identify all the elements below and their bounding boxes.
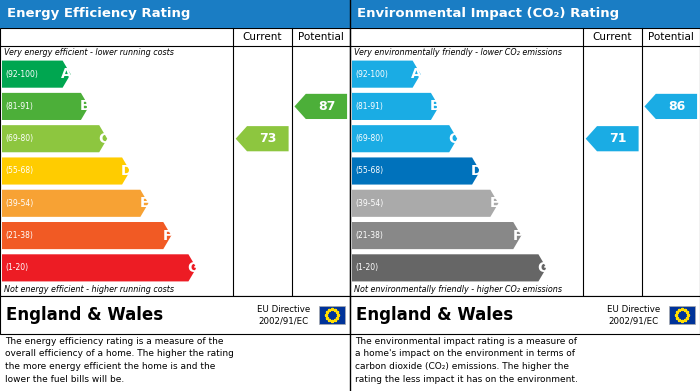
Bar <box>350 0 700 28</box>
Text: England & Wales: England & Wales <box>356 306 513 324</box>
Text: 73: 73 <box>259 132 276 145</box>
Text: 87: 87 <box>318 100 335 113</box>
Text: B: B <box>430 99 440 113</box>
Text: Energy Efficiency Rating: Energy Efficiency Rating <box>7 7 190 20</box>
Polygon shape <box>295 94 347 119</box>
Polygon shape <box>352 190 498 217</box>
Text: G: G <box>187 261 198 275</box>
Polygon shape <box>586 126 638 151</box>
Text: Potential: Potential <box>648 32 694 42</box>
Polygon shape <box>352 222 522 249</box>
Text: E: E <box>140 196 149 210</box>
Text: (92-100): (92-100) <box>5 70 38 79</box>
Polygon shape <box>2 158 130 185</box>
Text: Current: Current <box>242 32 282 42</box>
Text: (69-80): (69-80) <box>355 134 383 143</box>
Text: (55-68): (55-68) <box>5 167 33 176</box>
Text: Potential: Potential <box>298 32 344 42</box>
Text: B: B <box>80 99 90 113</box>
Text: C: C <box>448 132 458 146</box>
Text: Current: Current <box>592 32 632 42</box>
Text: Not energy efficient - higher running costs: Not energy efficient - higher running co… <box>4 285 174 294</box>
Text: (92-100): (92-100) <box>355 70 388 79</box>
Polygon shape <box>2 61 71 88</box>
Polygon shape <box>2 190 148 217</box>
Bar <box>350 28 700 296</box>
Polygon shape <box>352 93 439 120</box>
Text: (39-54): (39-54) <box>5 199 34 208</box>
Text: The energy efficiency rating is a measure of the
overall efficiency of a home. T: The energy efficiency rating is a measur… <box>5 337 234 384</box>
Polygon shape <box>2 93 89 120</box>
Text: (21-38): (21-38) <box>355 231 383 240</box>
Bar <box>0 296 350 334</box>
Text: D: D <box>470 164 482 178</box>
Text: Very environmentally friendly - lower CO₂ emissions: Very environmentally friendly - lower CO… <box>354 48 562 57</box>
Bar <box>350 296 700 334</box>
Polygon shape <box>352 61 421 88</box>
Text: (69-80): (69-80) <box>5 134 33 143</box>
Polygon shape <box>2 125 107 152</box>
Text: EU Directive
2002/91/EC: EU Directive 2002/91/EC <box>607 305 660 325</box>
Text: (1-20): (1-20) <box>355 264 378 273</box>
Polygon shape <box>645 94 697 119</box>
Text: G: G <box>537 261 548 275</box>
Text: C: C <box>98 132 108 146</box>
Text: The environmental impact rating is a measure of
a home's impact on the environme: The environmental impact rating is a mea… <box>355 337 578 384</box>
Text: Environmental Impact (CO₂) Rating: Environmental Impact (CO₂) Rating <box>357 7 619 20</box>
Text: (81-91): (81-91) <box>5 102 33 111</box>
Polygon shape <box>352 158 480 185</box>
Text: 71: 71 <box>609 132 626 145</box>
Polygon shape <box>2 222 172 249</box>
Text: (55-68): (55-68) <box>355 167 383 176</box>
Bar <box>0 0 350 28</box>
Text: A: A <box>62 67 72 81</box>
Text: A: A <box>412 67 422 81</box>
Polygon shape <box>2 254 197 282</box>
Polygon shape <box>352 254 547 282</box>
Text: Not environmentally friendly - higher CO₂ emissions: Not environmentally friendly - higher CO… <box>354 285 562 294</box>
Text: 86: 86 <box>668 100 685 113</box>
Text: (81-91): (81-91) <box>355 102 383 111</box>
Polygon shape <box>236 126 288 151</box>
Text: E: E <box>490 196 499 210</box>
Text: D: D <box>120 164 132 178</box>
Polygon shape <box>352 125 457 152</box>
Bar <box>669 306 695 324</box>
Text: Very energy efficient - lower running costs: Very energy efficient - lower running co… <box>4 48 174 57</box>
Text: (21-38): (21-38) <box>5 231 33 240</box>
Text: England & Wales: England & Wales <box>6 306 163 324</box>
Text: F: F <box>162 229 172 242</box>
Text: (1-20): (1-20) <box>5 264 28 273</box>
Text: (39-54): (39-54) <box>355 199 384 208</box>
Text: F: F <box>512 229 522 242</box>
Bar <box>0 28 350 296</box>
Bar <box>319 306 345 324</box>
Text: EU Directive
2002/91/EC: EU Directive 2002/91/EC <box>257 305 310 325</box>
